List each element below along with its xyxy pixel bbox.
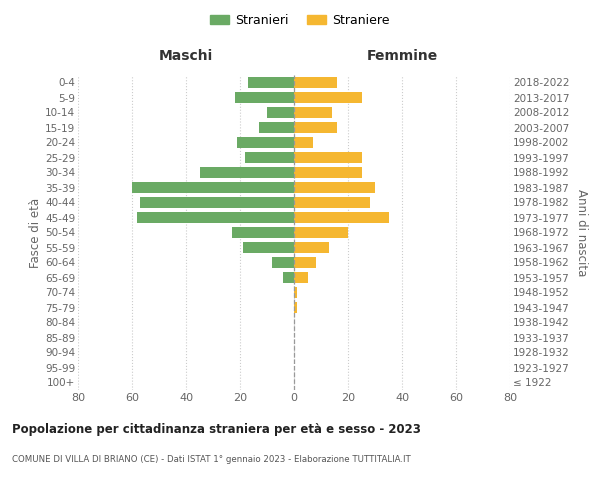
Text: COMUNE DI VILLA DI BRIANO (CE) - Dati ISTAT 1° gennaio 2023 - Elaborazione TUTTI: COMUNE DI VILLA DI BRIANO (CE) - Dati IS…: [12, 455, 411, 464]
Bar: [294, 197, 370, 208]
Bar: [294, 77, 337, 88]
Bar: [283, 272, 294, 283]
Bar: [294, 152, 361, 163]
Bar: [294, 167, 361, 178]
Bar: [259, 122, 294, 133]
Bar: [294, 137, 313, 148]
Y-axis label: Fasce di età: Fasce di età: [29, 198, 42, 268]
Bar: [238, 137, 294, 148]
Bar: [199, 167, 294, 178]
Legend: Stranieri, Straniere: Stranieri, Straniere: [205, 8, 395, 32]
Bar: [294, 212, 389, 223]
Bar: [294, 272, 308, 283]
Bar: [294, 227, 348, 238]
Text: Maschi: Maschi: [159, 48, 213, 62]
Bar: [242, 242, 294, 253]
Bar: [232, 227, 294, 238]
Y-axis label: Anni di nascita: Anni di nascita: [575, 189, 588, 276]
Text: Femmine: Femmine: [367, 48, 437, 62]
Bar: [137, 212, 294, 223]
Text: Popolazione per cittadinanza straniera per età e sesso - 2023: Popolazione per cittadinanza straniera p…: [12, 422, 421, 436]
Bar: [294, 287, 296, 298]
Bar: [294, 122, 337, 133]
Bar: [294, 302, 296, 313]
Bar: [248, 77, 294, 88]
Bar: [294, 107, 332, 118]
Bar: [272, 257, 294, 268]
Bar: [294, 242, 329, 253]
Bar: [294, 182, 375, 193]
Bar: [132, 182, 294, 193]
Bar: [294, 257, 316, 268]
Bar: [140, 197, 294, 208]
Bar: [245, 152, 294, 163]
Bar: [267, 107, 294, 118]
Bar: [294, 92, 361, 103]
Bar: [235, 92, 294, 103]
